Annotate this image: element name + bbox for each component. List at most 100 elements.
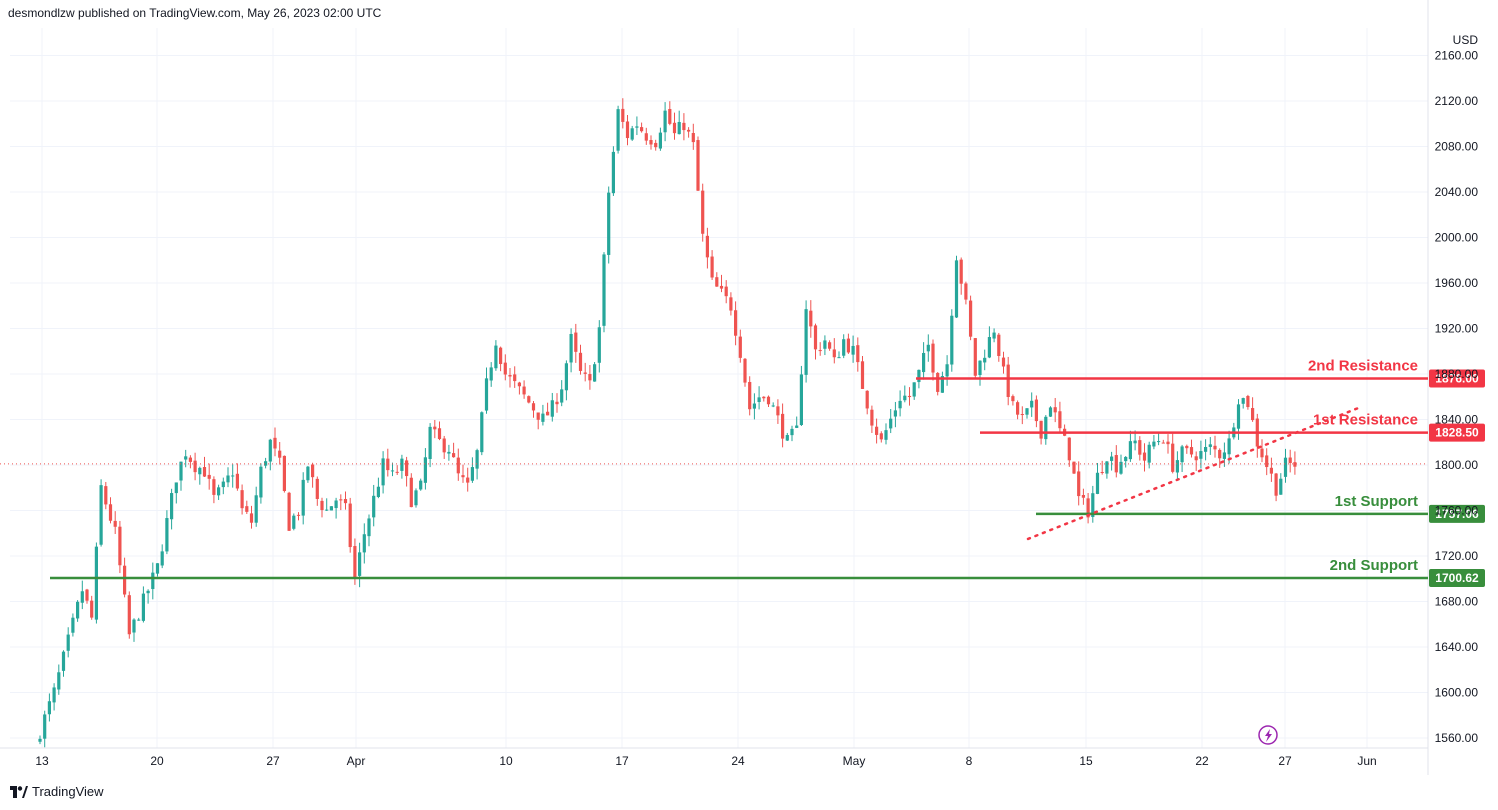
candle bbox=[668, 101, 672, 126]
x-tick-label: 27 bbox=[1278, 754, 1292, 768]
candle bbox=[531, 400, 536, 418]
candle-body bbox=[57, 672, 61, 690]
level-support: 2nd Support 1700.62 bbox=[50, 557, 1485, 588]
candle-body bbox=[870, 409, 874, 426]
candle bbox=[217, 484, 221, 500]
candle-body bbox=[1161, 442, 1165, 444]
candle-body bbox=[583, 372, 587, 374]
candle-body bbox=[1077, 471, 1081, 497]
candle-body bbox=[1208, 444, 1212, 447]
candle-body bbox=[856, 345, 860, 363]
candle-body bbox=[38, 738, 42, 742]
candle-body bbox=[945, 364, 949, 377]
candle bbox=[499, 346, 503, 372]
candle bbox=[922, 342, 926, 380]
candle bbox=[621, 98, 625, 129]
candle bbox=[395, 465, 399, 475]
candle-body bbox=[1048, 407, 1053, 417]
candle bbox=[879, 431, 883, 443]
candle bbox=[903, 385, 907, 403]
x-tick-label: 8 bbox=[966, 754, 973, 768]
candle bbox=[202, 456, 207, 477]
candle-body bbox=[879, 433, 883, 440]
candle bbox=[696, 136, 700, 192]
candle bbox=[367, 514, 371, 547]
candle bbox=[865, 390, 869, 415]
candle bbox=[484, 367, 489, 414]
candle bbox=[71, 613, 75, 637]
y-tick-label: 1920.00 bbox=[1435, 322, 1479, 336]
candle-body bbox=[738, 336, 742, 358]
candle bbox=[264, 457, 268, 469]
candle-body bbox=[588, 374, 592, 381]
candle-body bbox=[1199, 451, 1203, 459]
candle bbox=[221, 477, 225, 495]
candle-body bbox=[903, 395, 907, 401]
level-price-text: 1700.62 bbox=[1435, 571, 1479, 585]
candle-body bbox=[108, 504, 113, 521]
candle bbox=[1124, 456, 1128, 468]
candle-body bbox=[776, 406, 780, 416]
candle-body bbox=[212, 479, 216, 495]
candle-body bbox=[452, 453, 456, 458]
candle bbox=[856, 337, 860, 372]
candle bbox=[762, 396, 766, 402]
candle bbox=[1246, 394, 1250, 410]
candle-body bbox=[132, 619, 136, 633]
candle-body bbox=[922, 352, 926, 373]
candle-body bbox=[221, 481, 225, 488]
candle bbox=[950, 309, 954, 372]
candle bbox=[1119, 454, 1123, 475]
candle-body bbox=[170, 493, 174, 520]
candle-body bbox=[409, 477, 413, 508]
candle-body bbox=[828, 342, 832, 349]
candle bbox=[174, 482, 178, 504]
candle-body bbox=[1260, 448, 1264, 458]
candle bbox=[1194, 451, 1198, 471]
y-tick-label: 1960.00 bbox=[1435, 276, 1479, 290]
candle bbox=[52, 683, 56, 711]
candle-body bbox=[813, 325, 818, 350]
candle-body bbox=[475, 450, 479, 469]
candle-body bbox=[804, 309, 808, 375]
candle-body bbox=[151, 572, 155, 590]
candle bbox=[687, 127, 691, 138]
candle-body bbox=[1133, 440, 1137, 444]
candle-body bbox=[564, 363, 568, 391]
candle-body bbox=[249, 513, 254, 523]
candle-body bbox=[198, 467, 202, 475]
candle bbox=[649, 135, 653, 150]
tradingview-logo[interactable]: TradingView bbox=[10, 784, 104, 799]
candle bbox=[766, 395, 771, 407]
lightning-icon[interactable] bbox=[1258, 725, 1278, 745]
candle bbox=[546, 402, 550, 416]
candle-body bbox=[1185, 445, 1189, 449]
candle bbox=[188, 455, 192, 469]
candle-body bbox=[837, 357, 841, 359]
candle bbox=[165, 510, 169, 555]
candle bbox=[1063, 424, 1067, 437]
candle-body bbox=[348, 503, 352, 548]
candle-body bbox=[522, 386, 526, 395]
candle bbox=[38, 735, 42, 745]
candle bbox=[358, 542, 362, 588]
candle bbox=[593, 361, 597, 382]
candle bbox=[574, 323, 578, 363]
candle-body bbox=[484, 378, 489, 411]
candle-body bbox=[193, 460, 197, 473]
level-resistance: 1st Resistance 1828.50 bbox=[980, 412, 1485, 442]
candle bbox=[527, 395, 531, 404]
candle bbox=[710, 250, 714, 280]
candle bbox=[701, 183, 705, 242]
candle-body bbox=[71, 617, 75, 633]
candle bbox=[522, 380, 526, 399]
candle-body bbox=[1241, 398, 1245, 404]
candle bbox=[809, 300, 813, 338]
candle-body bbox=[428, 426, 432, 459]
candle-body bbox=[1105, 461, 1109, 474]
candle-body bbox=[489, 367, 493, 381]
candle-body bbox=[372, 495, 376, 518]
candle bbox=[94, 542, 98, 624]
lightning-bolt bbox=[1265, 729, 1272, 742]
